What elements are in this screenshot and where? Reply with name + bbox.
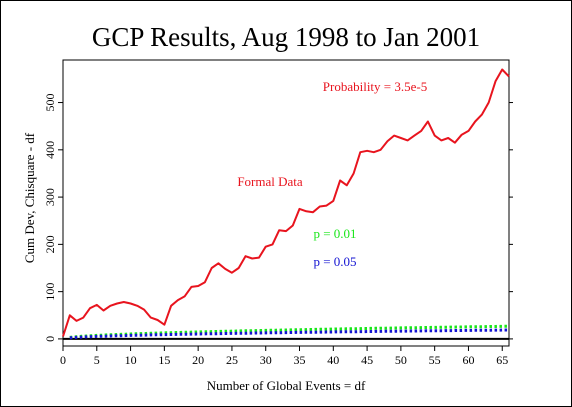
p05-label: p = 0.05 [313,254,356,269]
x-tick-label: 25 [226,353,238,367]
x-tick-label: 65 [496,353,508,367]
x-tick-label: 0 [60,353,66,367]
x-tick-label: 45 [361,353,373,367]
chart-title: GCP Results, Aug 1998 to Jan 2001 [91,22,481,52]
x-tick-label: 50 [395,353,407,367]
x-tick-label: 30 [260,353,272,367]
x-tick-label: 55 [429,353,441,367]
annotation-group: Probability = 3.5e-5 Formal Data p = 0.01 p… [237,79,427,269]
y-tick-label: 0 [43,336,57,342]
data-line-group [62,68,510,337]
y-tick-label: 400 [43,141,57,159]
threshold-line-p01 [69,324,509,339]
y-tick-label: 500 [43,94,57,112]
x-tick-label: 15 [158,353,170,367]
x-axis-label: Number of Global Events = df [206,378,366,393]
threshold-line-p05 [69,328,509,340]
x-tick-label: 20 [192,353,204,367]
axes-group: 0 5 10 15 20 25 30 35 40 45 50 55 60 65 0 100 200 300 400 5… [43,59,513,367]
x-tick-label: 40 [327,353,339,367]
y-tick-label: 300 [43,188,57,206]
x-tick-label: 35 [294,353,306,367]
threshold-lines-group [69,324,509,340]
x-tick-label: 5 [94,353,100,367]
plot-frame [62,59,510,347]
p01-label: p = 0.01 [313,226,356,241]
x-tick-label: 60 [462,353,474,367]
probability-annotation: Probability = 3.5e-5 [323,79,427,94]
y-tick-label: 100 [43,283,57,301]
y-tick-label: 200 [43,235,57,253]
formal-data-line [62,68,510,337]
x-tick-label: 10 [125,353,137,367]
formal-data-label: Formal Data [237,174,303,189]
